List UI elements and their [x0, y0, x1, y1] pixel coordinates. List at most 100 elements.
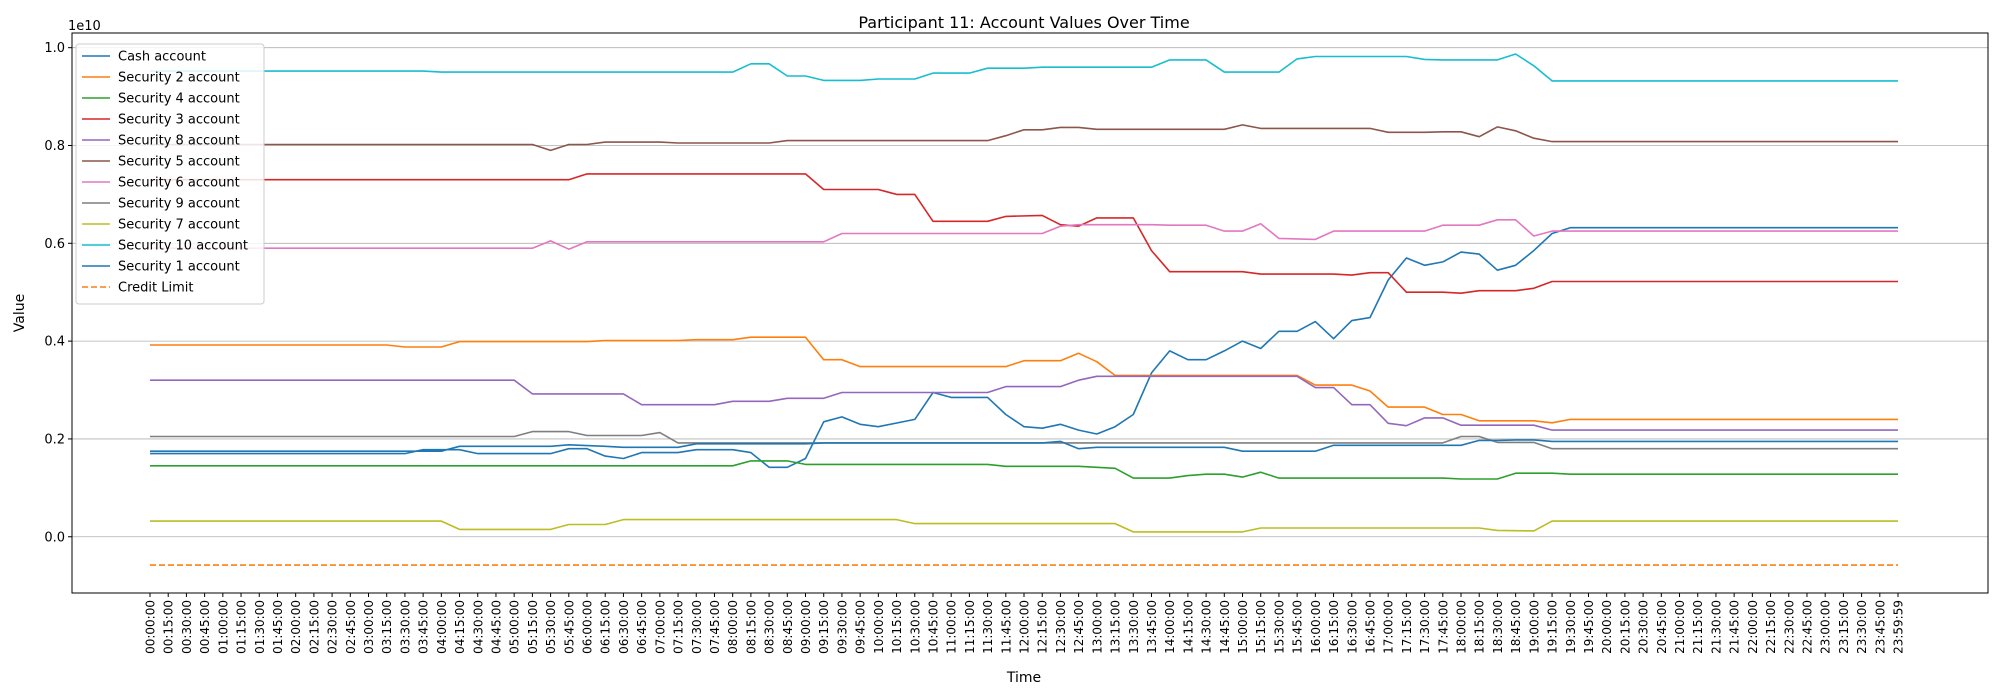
x-tick-label: 18:15:00	[1473, 600, 1487, 654]
x-tick-label: 05:00:00	[508, 600, 522, 654]
x-tick-label: 10:45:00	[926, 600, 940, 654]
y-axis-label: Value	[12, 294, 28, 332]
x-tick-label: 18:00:00	[1455, 600, 1469, 654]
x-tick-label: 02:45:00	[344, 600, 358, 654]
x-tick-label: 00:45:00	[198, 600, 212, 654]
x-tick-label: 09:15:00	[817, 600, 831, 654]
x-tick-label: 21:30:00	[1709, 600, 1723, 654]
x-tick-label: 13:45:00	[1145, 600, 1159, 654]
x-tick-label: 01:30:00	[253, 600, 267, 654]
x-tick-label: 05:45:00	[562, 600, 576, 654]
series-line-security-6-account	[150, 219, 1898, 250]
x-tick-label: 21:00:00	[1673, 600, 1687, 654]
x-tick-label: 19:15:00	[1546, 600, 1560, 654]
plot-series	[150, 53, 1898, 566]
x-tick-label: 04:00:00	[435, 600, 449, 654]
x-tick-label: 01:45:00	[271, 600, 285, 654]
x-tick-label: 03:45:00	[417, 600, 431, 654]
x-tick-label: 07:45:00	[708, 600, 722, 654]
y-multiplier-label: 1e10	[68, 19, 101, 34]
x-tick-label: 03:00:00	[362, 600, 376, 654]
y-tick-label: 0.2	[44, 432, 65, 447]
x-tick-label: 01:00:00	[216, 600, 230, 654]
x-tick-label: 19:45:00	[1582, 600, 1596, 654]
x-tick-label: 15:00:00	[1236, 600, 1250, 654]
y-tick-label: 0.8	[44, 139, 65, 154]
x-tick-label: 22:30:00	[1782, 600, 1796, 654]
x-tick-label: 08:30:00	[763, 600, 777, 654]
x-tick-label: 18:30:00	[1491, 600, 1505, 654]
legend-box	[75, 43, 265, 305]
x-axis-label: Time	[1006, 670, 1041, 686]
series-line-security-3-account	[150, 173, 1898, 295]
chart-title: Participant 11: Account Values Over Time	[858, 13, 1189, 32]
x-axis-ticks: 00:00:00 00:15:00 00:30:00 00:45:00 01:00:00…	[144, 593, 1906, 654]
x-tick-label: 17:15:00	[1400, 600, 1414, 654]
x-tick-label: 11:30:00	[981, 600, 995, 654]
x-tick-label: 07:30:00	[690, 600, 704, 654]
x-tick-label: 02:15:00	[307, 600, 321, 654]
x-tick-label: 10:15:00	[890, 600, 904, 654]
x-tick-label: 03:30:00	[398, 600, 412, 654]
x-tick-label: 11:15:00	[963, 600, 977, 654]
y-tick-label: 1.0	[44, 41, 65, 56]
series-line-security-1-account	[150, 439, 1898, 453]
y-axis-ticks: 0.0 0.2 0.4 0.6 0.8 1.0	[44, 41, 72, 545]
legend-label: Security 1 account	[118, 260, 240, 275]
x-tick-label: 22:00:00	[1746, 600, 1760, 654]
x-tick-label: 13:15:00	[1109, 600, 1123, 654]
plot-frame	[71, 32, 1989, 594]
x-tick-label: 18:45:00	[1509, 600, 1523, 654]
x-tick-label: 16:00:00	[1309, 600, 1323, 654]
x-tick-label: 11:45:00	[999, 600, 1013, 654]
series-line-security-2-account	[150, 336, 1898, 424]
x-tick-label: 23:45:00	[1873, 600, 1887, 654]
series-line-cash-account	[150, 226, 1898, 469]
x-tick-label: 14:15:00	[1181, 600, 1195, 654]
x-tick-label: 23:00:00	[1819, 600, 1833, 654]
x-tick-label: 09:30:00	[835, 600, 849, 654]
y-tick-label: 0.4	[44, 335, 65, 350]
x-tick-label: 23:15:00	[1837, 600, 1851, 654]
x-tick-label: 09:45:00	[854, 600, 868, 654]
x-tick-label: 08:00:00	[726, 600, 740, 654]
x-tick-label: 02:30:00	[326, 600, 340, 654]
x-tick-label: 22:45:00	[1800, 600, 1814, 654]
x-tick-label: 04:15:00	[453, 600, 467, 654]
grid-lines	[72, 47, 1988, 538]
x-tick-label: 20:00:00	[1600, 600, 1614, 654]
x-tick-label: 11:00:00	[945, 600, 959, 654]
legend-label: Credit Limit	[118, 281, 193, 296]
x-tick-label: 23:30:00	[1855, 600, 1869, 654]
x-tick-label: 20:45:00	[1655, 600, 1669, 654]
x-tick-label: 08:45:00	[781, 600, 795, 654]
x-tick-label: 13:30:00	[1127, 600, 1141, 654]
x-tick-label: 05:30:00	[544, 600, 558, 654]
x-tick-label: 15:45:00	[1291, 600, 1305, 654]
series-line-security-8-account	[150, 375, 1898, 431]
x-tick-label: 14:00:00	[1163, 600, 1177, 654]
x-tick-label: 08:15:00	[744, 600, 758, 654]
x-tick-label: 05:15:00	[526, 600, 540, 654]
x-tick-label: 20:30:00	[1637, 600, 1651, 654]
legend-label: Security 6 account	[118, 176, 240, 191]
x-tick-label: 22:15:00	[1764, 600, 1778, 654]
x-tick-label: 15:15:00	[1254, 600, 1268, 654]
series-line-security-10-account	[150, 53, 1898, 82]
x-tick-label: 00:15:00	[162, 600, 176, 654]
x-tick-label: 07:00:00	[653, 600, 667, 654]
x-tick-label: 12:00:00	[1018, 600, 1032, 654]
x-tick-label: 14:45:00	[1218, 600, 1232, 654]
legend-label: Security 4 account	[118, 92, 240, 107]
y-tick-label: 0.0	[44, 530, 65, 545]
x-tick-label: 16:45:00	[1363, 600, 1377, 654]
x-tick-label: 06:30:00	[617, 600, 631, 654]
x-tick-label: 12:15:00	[1036, 600, 1050, 654]
x-tick-label: 12:45:00	[1072, 600, 1086, 654]
legend-label: Security 5 account	[118, 155, 240, 170]
legend-label: Security 10 account	[118, 239, 248, 254]
x-tick-label: 00:30:00	[180, 600, 194, 654]
x-tick-label: 09:00:00	[799, 600, 813, 654]
